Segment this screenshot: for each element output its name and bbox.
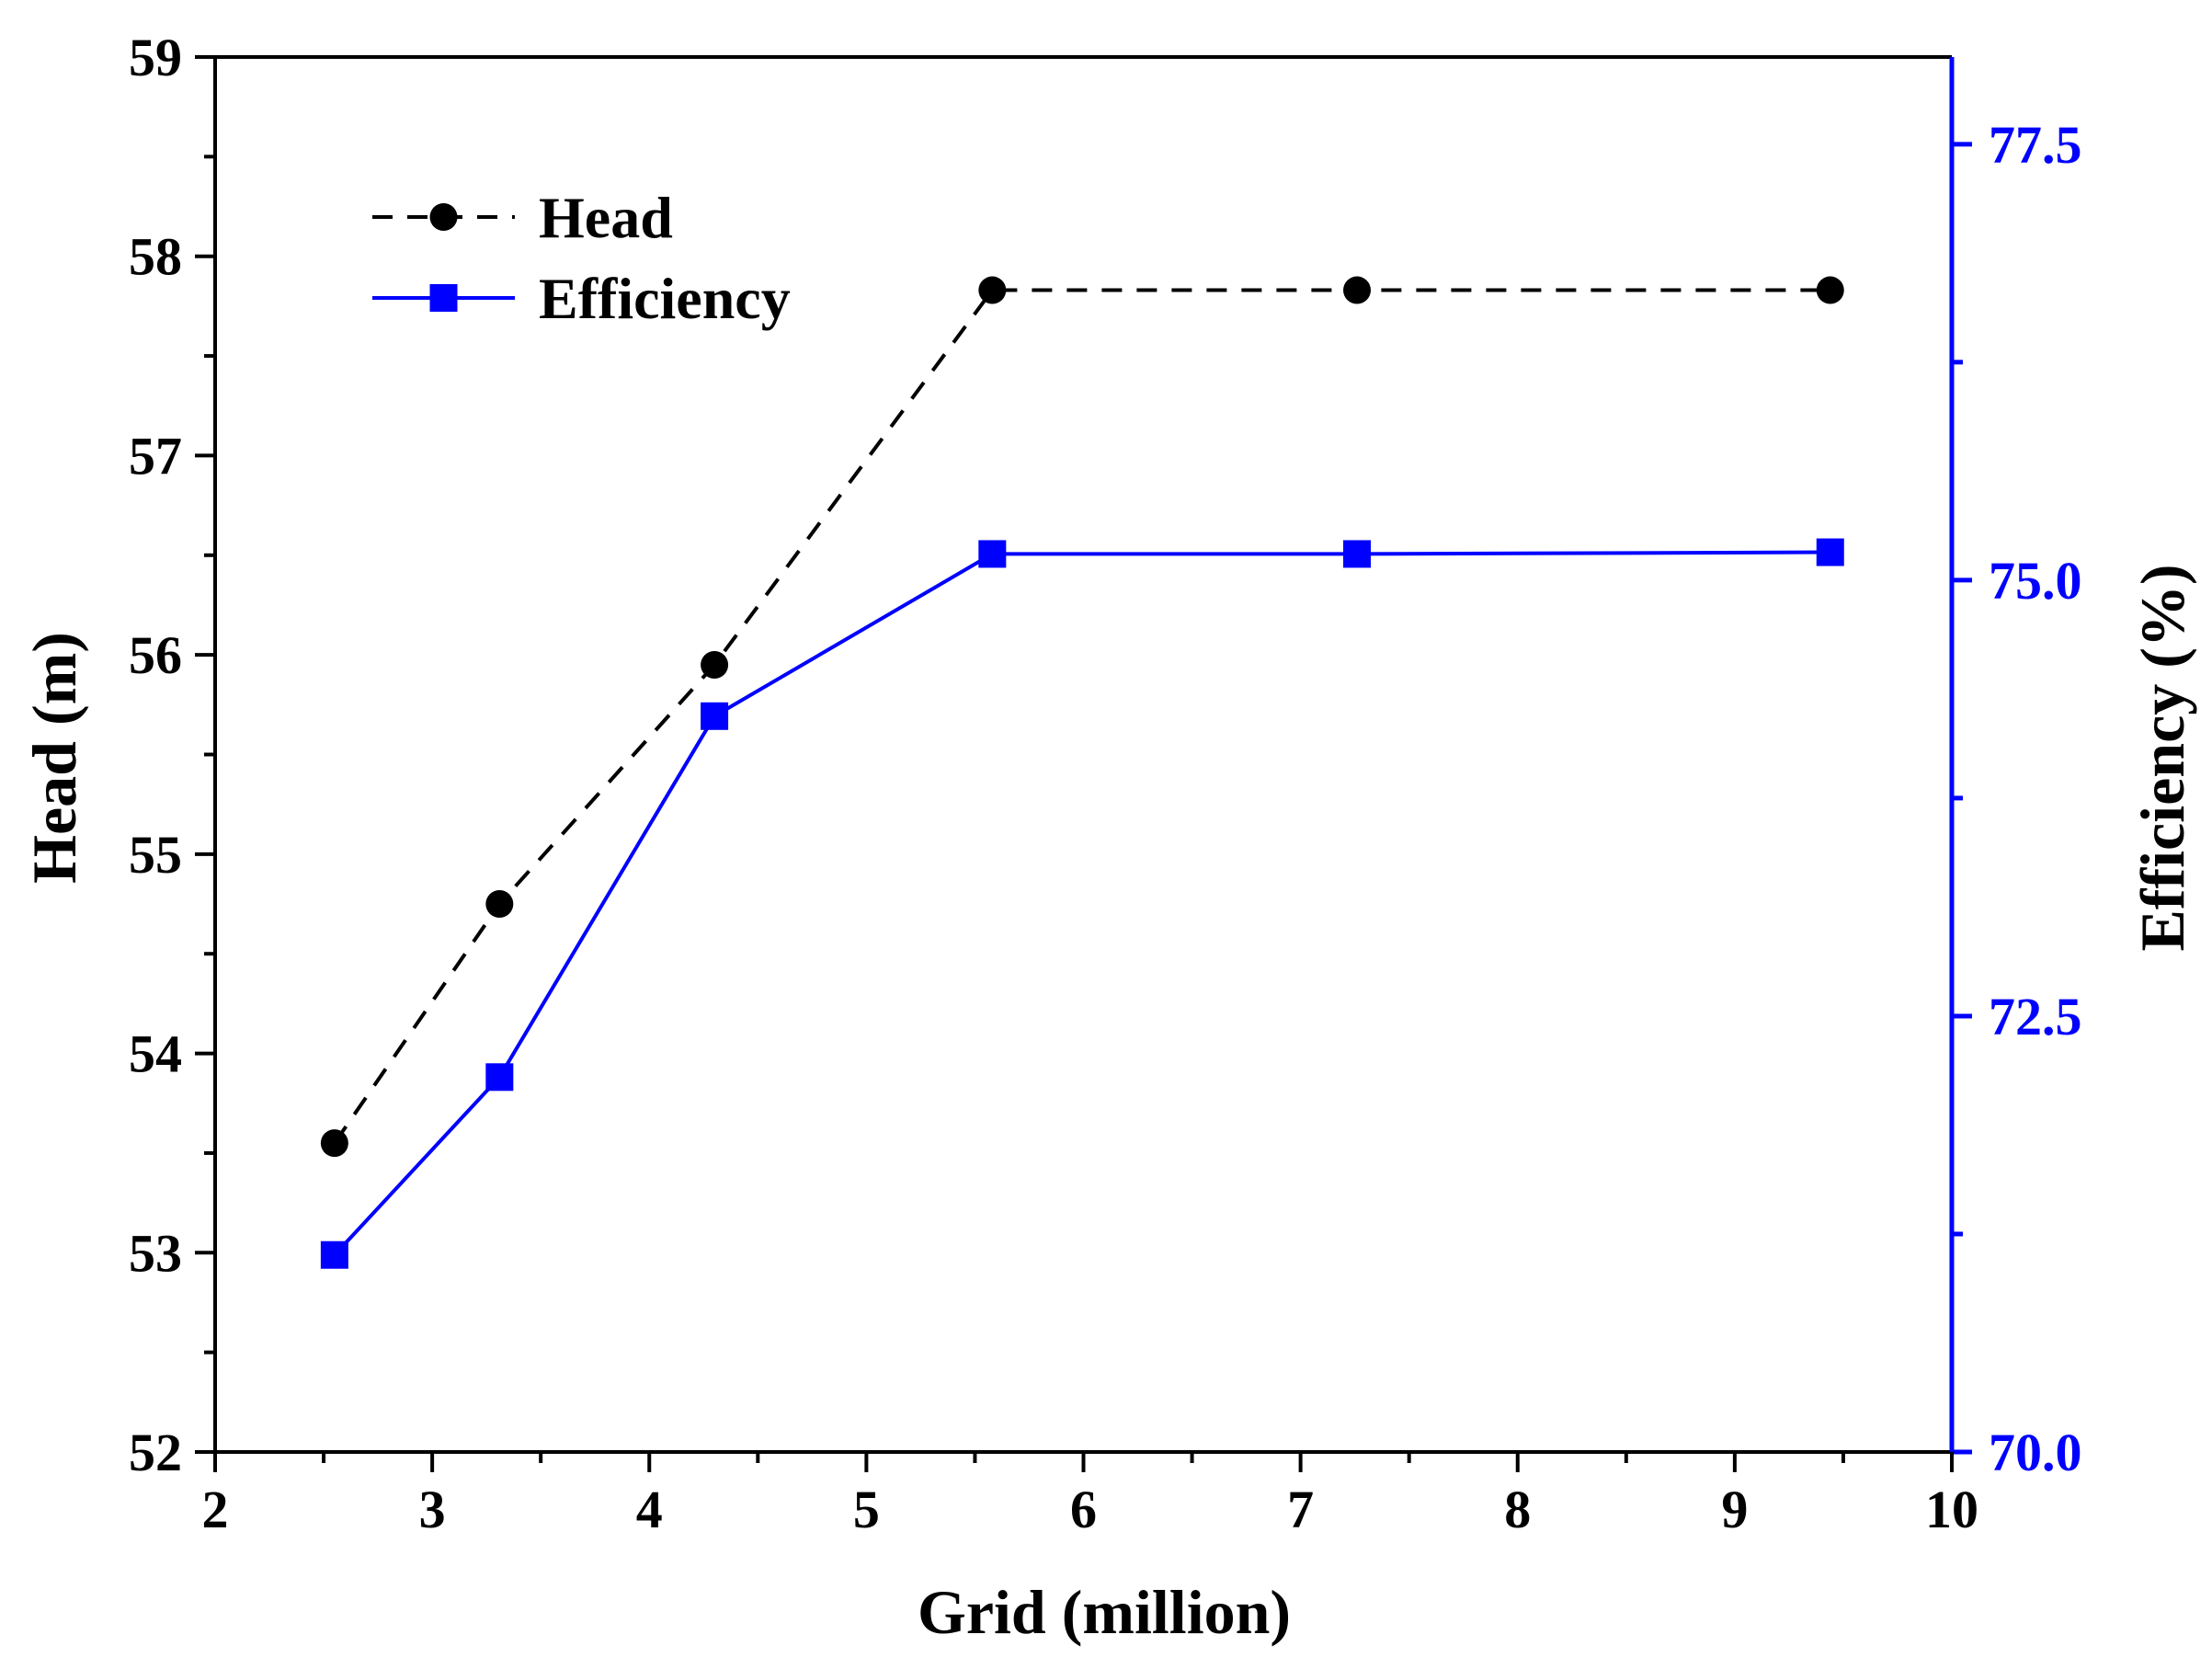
head-series-line xyxy=(333,288,1830,1145)
efficiency-series-line xyxy=(333,550,1830,1257)
right-axis: 70.0 72.5 75.0 77.5 xyxy=(1952,115,2082,1482)
y-tick-label: 53 xyxy=(129,1223,182,1283)
legend-head-marker xyxy=(429,203,458,231)
plot-frame xyxy=(213,55,1955,1454)
x-tick-label: 8 xyxy=(1504,1480,1531,1539)
y-tick-label: 57 xyxy=(129,426,182,486)
left-axis: 52 53 54 55 56 57 58 59 xyxy=(129,28,215,1482)
efficiency-data-point xyxy=(701,702,729,730)
efficiency-data-point xyxy=(1343,540,1372,568)
x-tick-label: 6 xyxy=(1070,1480,1097,1539)
head-data-point xyxy=(978,276,1007,304)
efficiency-data-point xyxy=(485,1063,514,1092)
y2-axis-title: Efficiency (%) xyxy=(2127,564,2197,951)
head-data-point xyxy=(701,650,729,679)
efficiency-data-point xyxy=(320,1240,348,1269)
x-tick-label: 10 xyxy=(1925,1480,1978,1539)
y2-tick-label: 77.5 xyxy=(1989,115,2082,175)
y-tick-label: 52 xyxy=(129,1423,182,1482)
y-axis-title: Head (m) xyxy=(19,632,89,884)
x-tick-label: 9 xyxy=(1721,1480,1748,1539)
legend: Head Efficiency xyxy=(372,185,791,331)
series-layer xyxy=(320,276,1844,1269)
x-axis-title: Grid (million) xyxy=(918,1577,1291,1647)
x-tick-label: 3 xyxy=(419,1480,446,1539)
legend-head-label: Head xyxy=(539,185,673,250)
y-tick-label: 55 xyxy=(129,825,182,885)
x-tick-label: 4 xyxy=(636,1480,663,1539)
efficiency-data-point xyxy=(978,540,1007,568)
head-data-point xyxy=(1343,276,1372,304)
legend-efficiency-marker xyxy=(429,284,458,312)
efficiency-data-point xyxy=(1816,538,1844,566)
x-tick-label: 7 xyxy=(1287,1480,1314,1539)
x-tick-label: 2 xyxy=(202,1480,229,1539)
bottom-axis: 2 3 4 5 6 7 8 9 10 xyxy=(202,1452,1978,1539)
head-data-point xyxy=(485,890,514,919)
y-tick-label: 54 xyxy=(129,1024,182,1084)
legend-efficiency-label: Efficiency xyxy=(539,266,791,331)
head-data-point xyxy=(1816,276,1844,304)
y2-tick-label: 72.5 xyxy=(1989,987,2082,1046)
x-tick-label: 5 xyxy=(853,1480,880,1539)
y-tick-label: 56 xyxy=(129,625,182,685)
y2-tick-label: 70.0 xyxy=(1989,1423,2082,1482)
y-tick-label: 58 xyxy=(129,227,182,287)
y2-tick-label: 75.0 xyxy=(1989,551,2082,611)
y-tick-label: 59 xyxy=(129,28,182,87)
head-data-point xyxy=(320,1129,348,1158)
